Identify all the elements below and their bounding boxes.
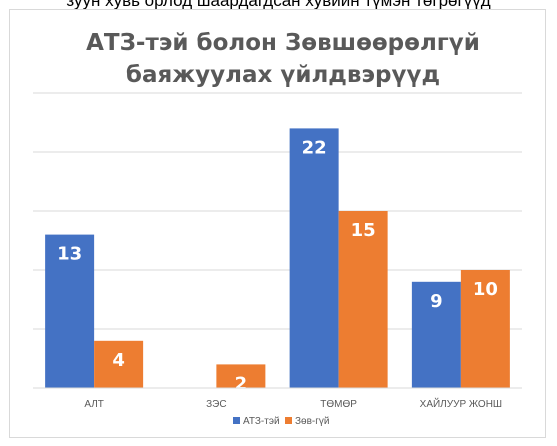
legend-swatch [285,417,292,424]
x-tick-label: ЗЭС [206,399,226,410]
x-tick-label: ХАЙЛУУР ЖОНШ [420,397,502,410]
x-tick-label: АЛТ [84,399,104,410]
bar-zov-1 [216,364,266,388]
data-label: 10 [473,279,498,300]
legend-label: Зөв-гүй [295,416,329,427]
data-label: 2 [235,373,248,394]
chart-title-line-2: баяжуулах үйлдвэрүүд [126,62,440,88]
top-caption-fragment: зуун хувь орлод шаардагдсан хувийн түмэн… [0,0,557,10]
legend-label: АТЗ-тэй [243,416,280,427]
bar-atz-2 [289,128,339,388]
bar-atz-3 [411,281,461,388]
bar-zov-2 [338,211,388,388]
legend-swatch [233,417,240,424]
bar-atz-0 [45,234,95,388]
bar-zov-0 [94,340,144,388]
legend: АТЗ-тэй Зөв-гүй [233,416,329,427]
bars [45,128,510,388]
data-label: 13 [57,244,82,265]
x-tick-label: ТӨМӨР [320,399,357,410]
top-caption-text: зуун хувь орлод шаардагдсан хувийн түмэн… [66,0,491,10]
data-label: 15 [351,220,376,241]
data-label: 9 [430,291,443,312]
data-label: 4 [112,350,125,371]
x-tick-labels: АЛТ ЗЭС ТӨМӨР ХАЙЛУУР ЖОНШ [84,397,502,410]
chart-title-line-1: АТЗ-тэй болон Зөвшөөрөлгүй [86,30,480,56]
data-label: 22 [302,137,327,158]
bar-zov-3 [460,270,510,388]
